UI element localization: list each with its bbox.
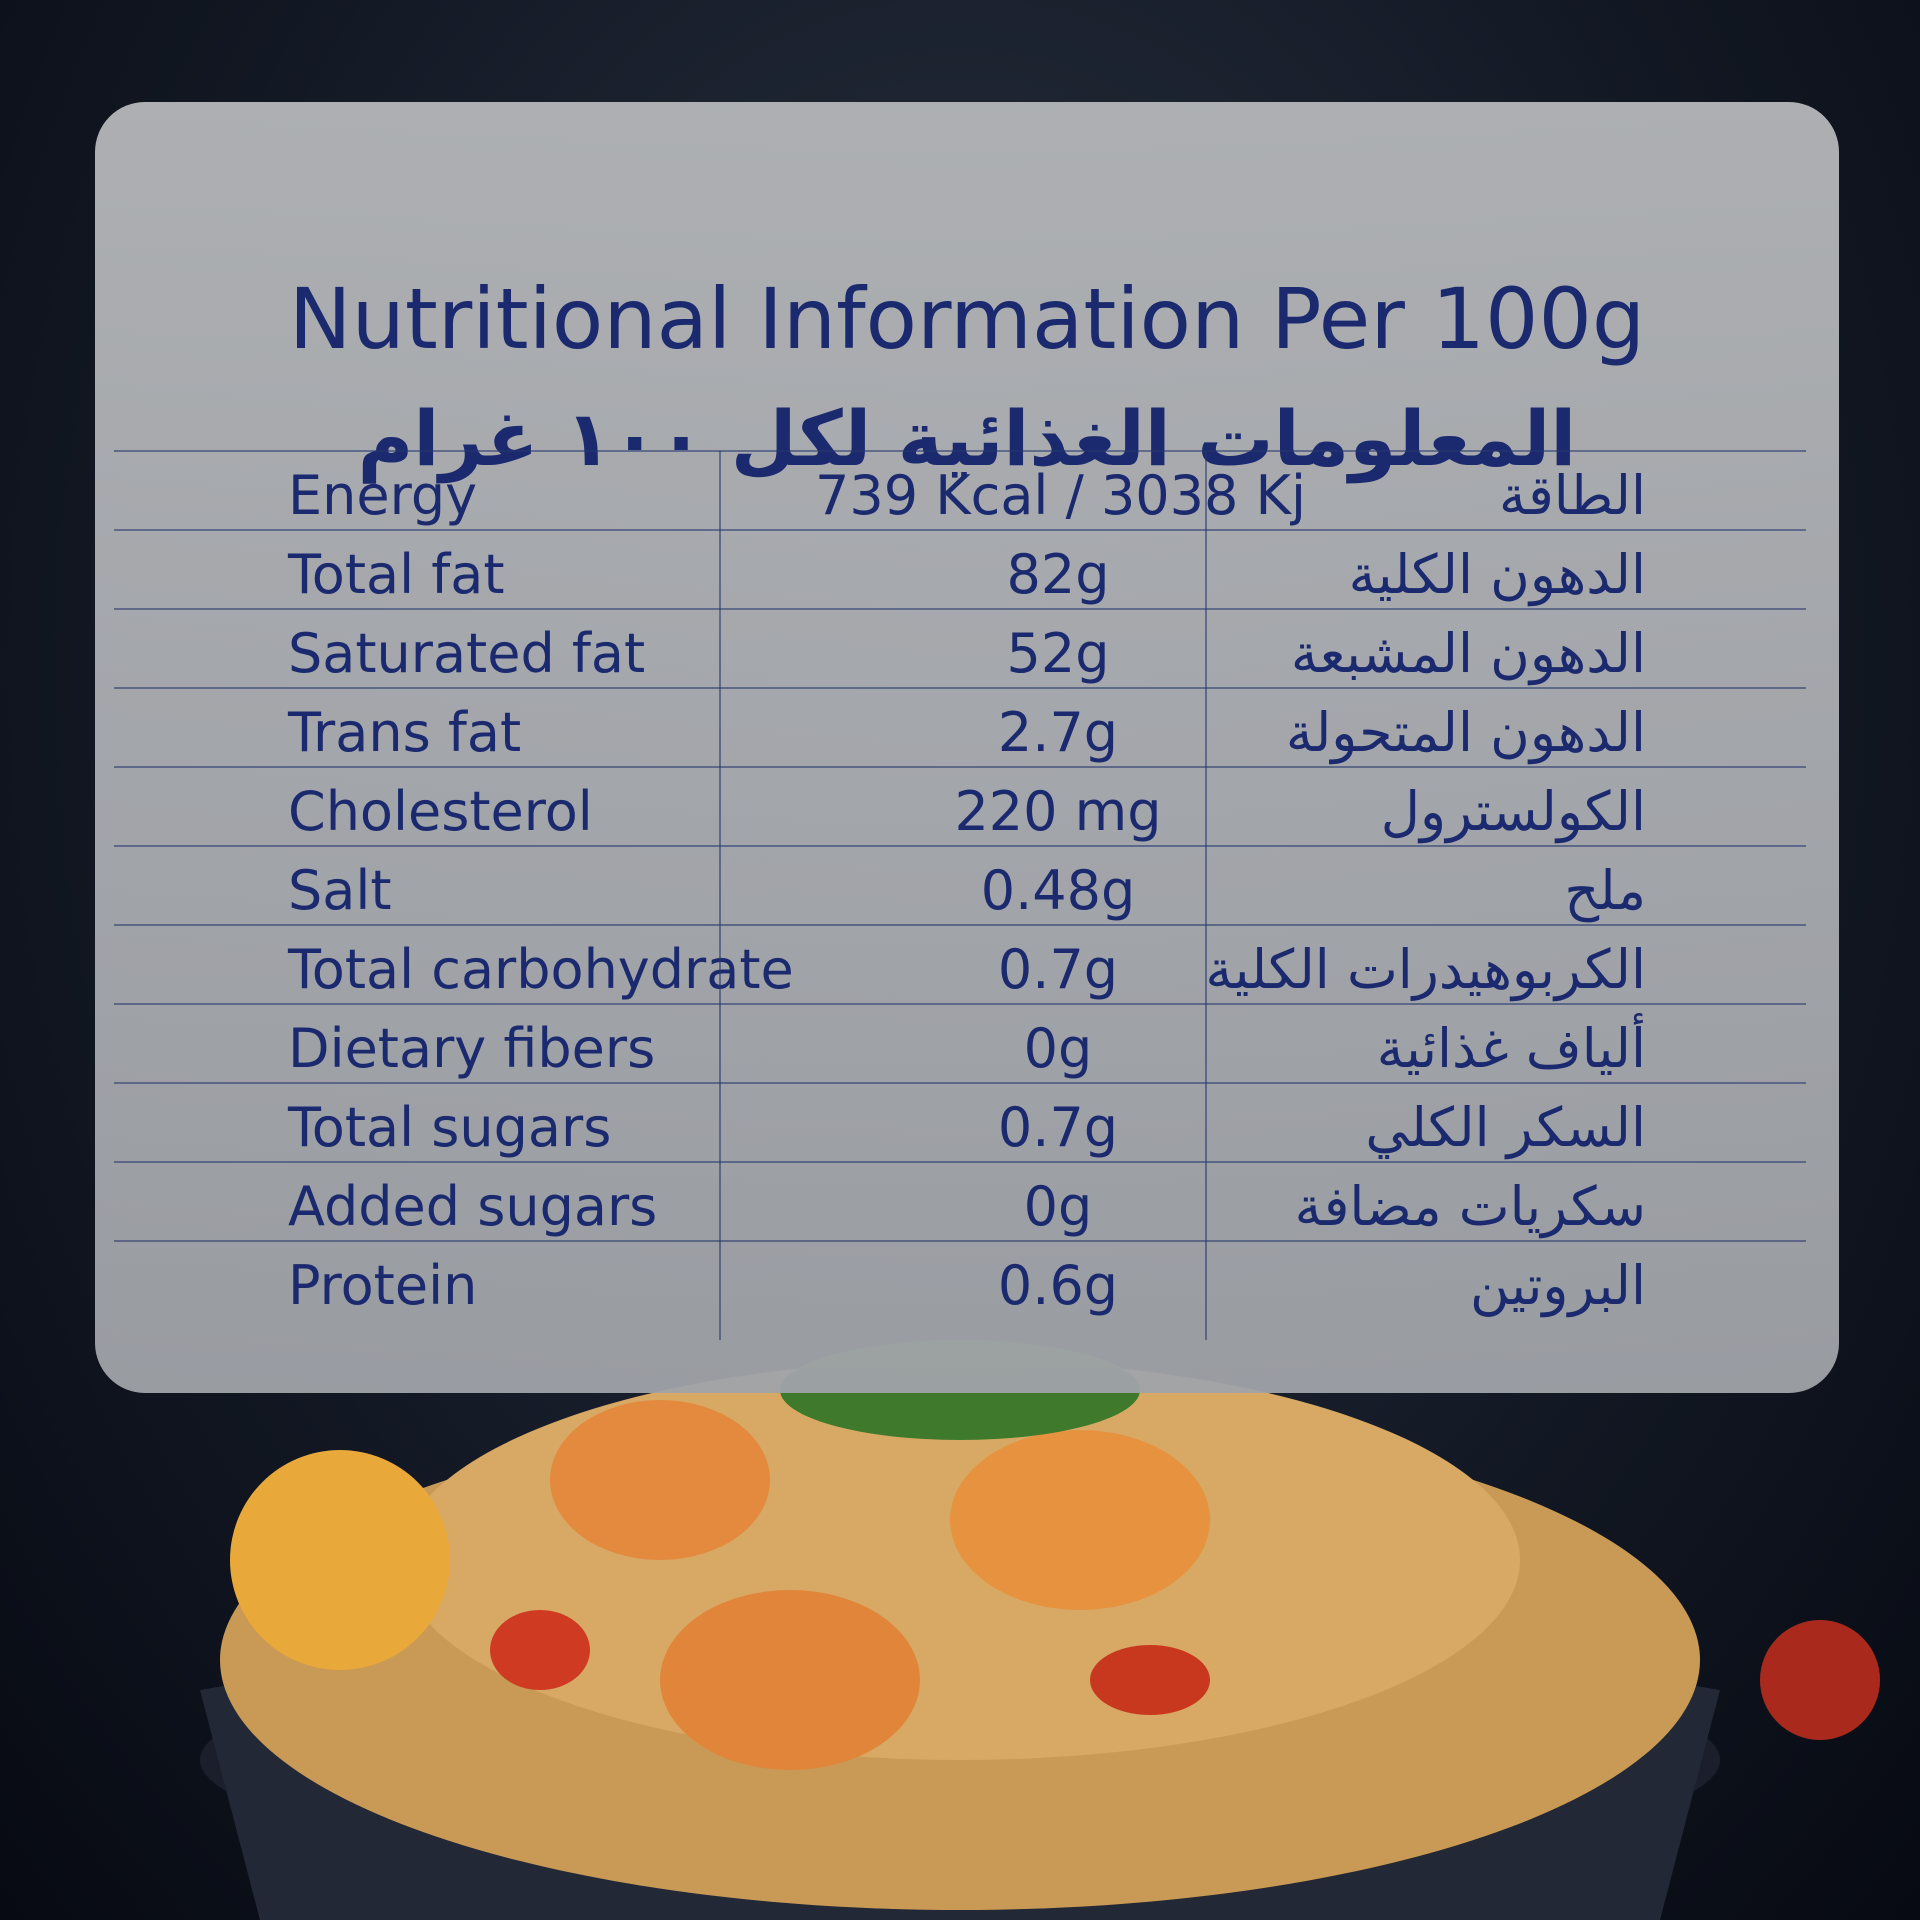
row-divider (114, 1240, 1806, 1242)
column-divider (719, 451, 721, 1340)
nutrient-name: Energy (288, 464, 478, 527)
row-divider (114, 450, 1806, 452)
nutrient-name: Total sugars (288, 1096, 612, 1159)
nutrient-name-ar: الدهون المشبعة (1290, 622, 1646, 685)
lemon (230, 1450, 450, 1670)
nutrient-value: 0.6g (997, 1254, 1119, 1317)
nutrient-name: Saturated fat (288, 622, 646, 685)
row-divider (114, 1161, 1806, 1163)
row-divider (114, 924, 1806, 926)
shrimp (550, 1400, 770, 1560)
nutrient-name-ar: سكريات مضافة (1294, 1175, 1646, 1238)
nutrient-value: 739 Kcal / 3038 Kj (815, 464, 1306, 527)
nutrient-name: Cholesterol (288, 780, 593, 843)
nutrient-value: 52g (1006, 622, 1110, 685)
nutrient-value: 0.7g (997, 1096, 1119, 1159)
nutrient-value: 0.7g (997, 938, 1119, 1001)
nutrient-value: 0g (1023, 1175, 1093, 1238)
row-divider (114, 687, 1806, 689)
row-divider (114, 766, 1806, 768)
row-divider (114, 529, 1806, 531)
nutrient-name-ar: الدهون الكلية (1348, 543, 1646, 606)
nutrient-name-ar: الطاقة (1499, 464, 1646, 527)
nutrient-value: 220 mg (954, 780, 1162, 843)
nutrient-name: Salt (288, 859, 392, 922)
nutrient-value: 2.7g (997, 701, 1119, 764)
nutrient-name-ar: الدهون المتحولة (1285, 701, 1646, 764)
side-dish (1760, 1620, 1880, 1740)
shrimp (660, 1590, 920, 1770)
subtitle: المعلومات الغذائية لكل ١٠٠ غرام (357, 394, 1577, 483)
nutrition-panel: Nutritional Information Per 100g المعلوم… (95, 102, 1839, 1393)
title: Nutritional Information Per 100g (288, 270, 1646, 368)
nutrient-value: 0.48g (980, 859, 1136, 922)
nutrient-name: Total carbohydrate (288, 938, 794, 1001)
nutrient-name: Total fat (288, 543, 505, 606)
nutrient-name-ar: ملح (1564, 859, 1646, 922)
nutrient-name-ar: ألياف غذائية (1376, 1017, 1646, 1080)
nutrient-name-ar: البروتين (1469, 1254, 1646, 1317)
row-divider (114, 608, 1806, 610)
nutrient-name-ar: الكولسترول (1380, 780, 1646, 843)
column-divider (1205, 451, 1207, 1340)
nutrient-name-ar: السكر الكلي (1365, 1096, 1646, 1159)
row-divider (114, 1003, 1806, 1005)
nutrient-name: Dietary fibers (288, 1017, 656, 1080)
nutrient-name: Trans fat (288, 701, 522, 764)
nutrient-value: 0g (1023, 1017, 1093, 1080)
row-divider (114, 845, 1806, 847)
pepper (490, 1610, 590, 1690)
shrimp (950, 1430, 1210, 1610)
row-divider (114, 1082, 1806, 1084)
nutrient-name: Protein (288, 1254, 478, 1317)
nutrient-value: 82g (1006, 543, 1110, 606)
nutrient-name-ar: الكربوهيدرات الكلية (1205, 938, 1646, 1001)
nutrient-name: Added sugars (288, 1175, 658, 1238)
pepper (1090, 1645, 1210, 1715)
